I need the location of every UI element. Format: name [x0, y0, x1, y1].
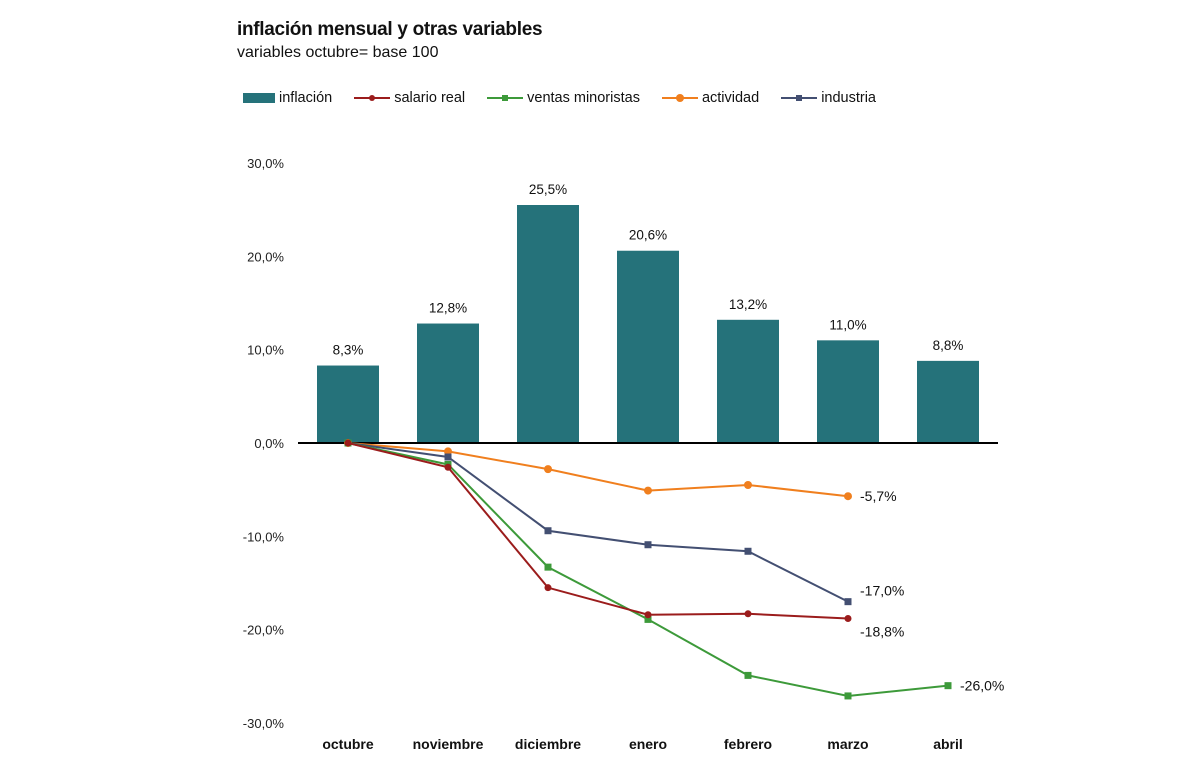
- legend-label: salario real: [394, 90, 466, 106]
- bar-inflacion: [517, 205, 579, 443]
- bar-data-label: 25,5%: [529, 182, 567, 197]
- data-point: [344, 439, 352, 447]
- bar-data-label: 8,8%: [933, 338, 964, 353]
- legend-swatch-line: [781, 95, 818, 101]
- data-point: [444, 463, 452, 471]
- legend-label: actividad: [701, 90, 760, 106]
- data-point: [844, 598, 852, 606]
- legend-label: inflación: [279, 90, 333, 106]
- legend-label: ventas minoristas: [527, 90, 640, 106]
- y-tick-label: -10,0%: [243, 529, 285, 544]
- series-line-actividad: [347, 442, 849, 498]
- data-point: [944, 682, 952, 690]
- legend-swatch-bar: [243, 93, 275, 103]
- data-point: [644, 541, 652, 549]
- bar-inflacion: [717, 319, 779, 443]
- legend-item-ventas-minoristas: ventas minoristas: [487, 90, 640, 106]
- data-point: [444, 447, 452, 456]
- bar-inflacion: [617, 250, 679, 443]
- bar-inflacion: [917, 360, 979, 443]
- y-tick-label: -20,0%: [243, 623, 285, 638]
- series-line-ventas-minoristas: [347, 442, 949, 697]
- legend-item-salario-real: salario real: [354, 90, 465, 106]
- bar-inflacion: [317, 365, 379, 443]
- series-line-salario-real: [347, 442, 849, 620]
- x-tick-label: abril: [933, 736, 963, 752]
- y-tick-label: 30,0%: [247, 156, 284, 171]
- series-end-label: -5,7%: [860, 488, 897, 504]
- data-point: [744, 671, 752, 679]
- bar-inflacion: [417, 323, 479, 443]
- legend-swatch-line: [354, 95, 391, 101]
- x-tick-label: diciembre: [515, 736, 581, 752]
- bar-data-label: 20,6%: [629, 228, 667, 243]
- legend-swatch-line: [661, 94, 698, 102]
- legend: inflación salario real ventas minoristas…: [243, 90, 876, 106]
- legend-label: industria: [821, 90, 876, 106]
- data-point: [644, 486, 652, 495]
- series-end-label: -17,0%: [860, 583, 904, 599]
- legend-item-inflacion: inflación: [243, 90, 332, 106]
- data-point: [844, 614, 852, 622]
- data-point: [844, 492, 852, 501]
- legend-item-actividad: actividad: [661, 90, 760, 106]
- data-point: [744, 481, 752, 489]
- data-point: [544, 584, 552, 592]
- data-point: [544, 563, 552, 571]
- y-tick-label: 0,0%: [254, 436, 284, 451]
- x-tick-label: febrero: [724, 736, 772, 752]
- x-tick-label: noviembre: [413, 736, 484, 752]
- data-point: [644, 611, 652, 619]
- y-tick-label: 20,0%: [247, 249, 284, 264]
- x-tick-label: marzo: [827, 736, 868, 752]
- y-tick-label: 10,0%: [247, 343, 284, 358]
- x-tick-label: enero: [629, 736, 667, 752]
- series-end-label: -26,0%: [960, 678, 1004, 694]
- x-tick-label: octubre: [322, 736, 374, 752]
- data-point: [844, 692, 852, 700]
- bar-data-label: 11,0%: [829, 317, 866, 332]
- series-end-label: -18,8%: [860, 623, 904, 639]
- data-point: [444, 453, 452, 461]
- data-point: [744, 547, 752, 555]
- data-point: [544, 527, 552, 535]
- legend-item-industria: industria: [781, 90, 876, 106]
- bar-data-label: 12,8%: [429, 301, 467, 316]
- bar-data-label: 13,2%: [729, 297, 767, 312]
- bar-data-label: 8,3%: [333, 343, 364, 358]
- chart-subtitle: variables octubre= base 100: [237, 44, 439, 61]
- legend-swatch-line: [487, 95, 524, 101]
- chart-title: inflación mensual y otras variables: [237, 19, 543, 40]
- bar-inflacion: [817, 340, 879, 443]
- data-point: [544, 465, 552, 474]
- y-tick-label: -30,0%: [243, 716, 285, 731]
- data-point: [644, 615, 652, 623]
- series-line-industria: [347, 442, 849, 603]
- data-point: [744, 610, 752, 618]
